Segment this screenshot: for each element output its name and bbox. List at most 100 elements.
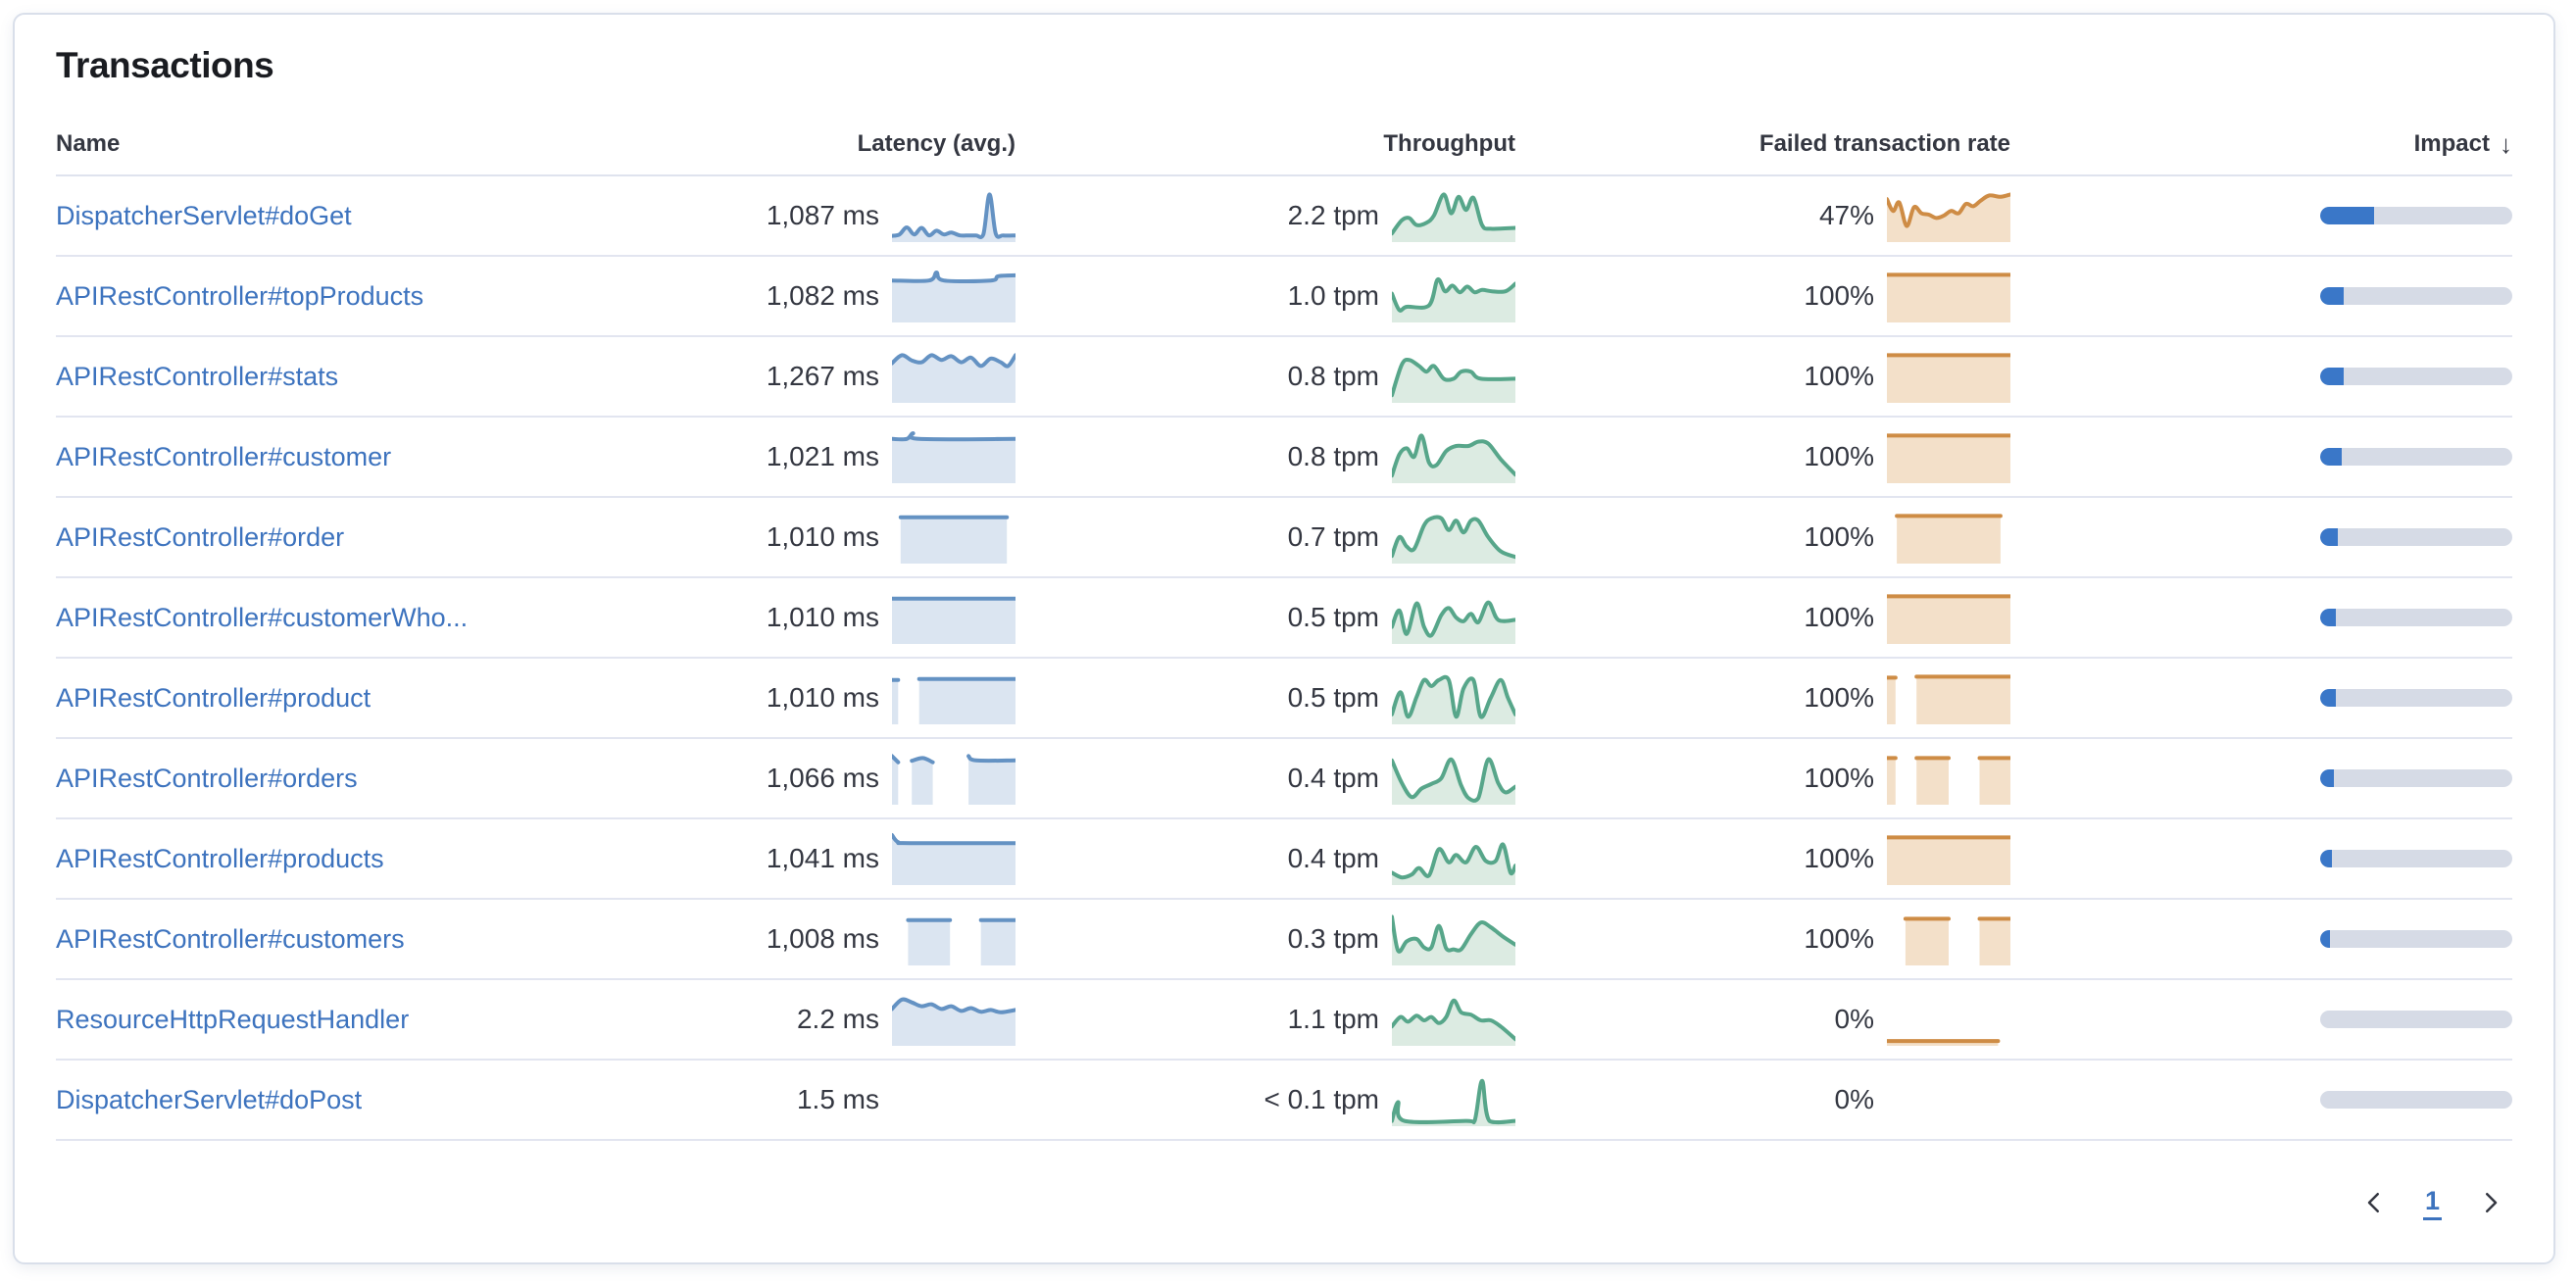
transaction-name-cell: APIRestController#customerWho... [56,603,594,633]
latency-value: 1,041 ms [766,843,879,873]
transaction-name-link[interactable]: APIRestController#customers [56,923,405,954]
transaction-name-cell: DispatcherServlet#doPost [56,1085,594,1115]
transaction-name-link[interactable]: APIRestController#topProducts [56,280,424,311]
failed-rate-value: 0% [1834,1004,1874,1034]
column-header-impact[interactable]: Impact ↓ [2413,128,2512,159]
table-row: APIRestController#orders 1,066 ms 0.4 tpm 1… [56,739,2512,819]
transaction-name-cell: APIRestController#topProducts [56,281,594,312]
failed-rate-value-cell: 100% [1515,752,2010,805]
transaction-name-link[interactable]: APIRestController#product [56,682,372,713]
latency-value-cell: 1,008 ms [594,913,1016,965]
impact-bar-fill [2320,930,2330,948]
throughput-value: 0.4 tpm [1287,763,1379,793]
latency-sparkline [892,1073,1016,1126]
failed-rate-sparkline [1895,514,2003,564]
transaction-name-link[interactable]: APIRestController#orders [56,763,358,793]
column-header-latency[interactable]: Latency (avg.) [857,130,1016,157]
transaction-name-cell: ResourceHttpRequestHandler [56,1005,594,1035]
latency-value-cell: 1,010 ms [594,671,1016,724]
failed-rate-value-cell: 100% [1515,430,2010,483]
latency-value: 1,010 ms [766,521,879,552]
column-header-name[interactable]: Name [56,130,121,157]
table-row: APIRestController#customerWho... 1,010 ms… [56,578,2512,659]
failed-rate-value-cell: 100% [1515,591,2010,644]
failed-rate-sparkline [1887,353,2010,403]
transaction-name-cell: APIRestController#products [56,844,594,874]
impact-bar [2320,769,2512,787]
throughput-value-cell: < 0.1 tpm [1016,1073,1515,1126]
throughput-value: 2.2 tpm [1287,200,1379,230]
latency-value: 1,010 ms [766,682,879,713]
next-page-button[interactable] [2475,1187,2506,1218]
latency-value-cell: 1,267 ms [594,350,1016,403]
throughput-value-cell: 0.3 tpm [1016,913,1515,965]
impact-cell [2010,1011,2512,1028]
impact-bar [2320,368,2512,385]
page-number[interactable]: 1 [2422,1186,2442,1220]
transaction-name-cell: APIRestController#customer [56,442,594,472]
latency-sparkline [906,917,1016,965]
impact-bar [2320,689,2512,707]
impact-cell [2010,528,2512,546]
failed-rate-value: 100% [1804,763,1874,793]
latency-value-cell: 1,087 ms [594,189,1016,242]
table-row: APIRestController#topProducts 1,082 ms 1.0… [56,257,2512,337]
transaction-name-link[interactable]: DispatcherServlet#doPost [56,1084,363,1114]
latency-value: 2.2 ms [796,1004,879,1034]
failed-rate-sparkline [1887,192,2010,242]
throughput-value: 0.5 tpm [1287,682,1379,713]
transaction-name-link[interactable]: APIRestController#customerWho... [56,602,469,632]
failed-rate-value: 100% [1804,682,1874,713]
failed-rate-value: 100% [1804,923,1874,954]
transaction-name-cell: APIRestController#orders [56,764,594,794]
latency-sparkline [892,754,1016,805]
throughput-value: 0.8 tpm [1287,361,1379,391]
transaction-name-link[interactable]: APIRestController#customer [56,441,392,471]
impact-bar-fill [2320,207,2374,224]
transactions-panel: Transactions Name Latency (avg.) Through… [13,13,2555,1264]
table-row: DispatcherServlet#doPost 1.5 ms < 0.1 tpm 0… [56,1061,2512,1141]
transaction-name-link[interactable]: APIRestController#products [56,843,384,873]
impact-bar [2320,528,2512,546]
latency-value-cell: 1,082 ms [594,270,1016,322]
throughput-value-cell: 0.4 tpm [1016,752,1515,805]
transaction-name-link[interactable]: APIRestController#stats [56,361,339,391]
impact-cell [2010,930,2512,948]
impact-cell [2010,207,2512,224]
impact-cell [2010,850,2512,867]
failed-rate-value-cell: 100% [1515,832,2010,885]
table-row: APIRestController#customers 1,008 ms 0.3 t… [56,900,2512,980]
column-header-failed-rate[interactable]: Failed transaction rate [1759,130,2010,157]
failed-rate-value: 100% [1804,280,1874,311]
table-row: DispatcherServlet#doGet 1,087 ms 2.2 tpm 47… [56,176,2512,257]
throughput-sparkline [1392,998,1515,1046]
throughput-value-cell: 0.7 tpm [1016,511,1515,564]
prev-page-button[interactable] [2358,1187,2390,1218]
throughput-value: < 0.1 tpm [1263,1084,1379,1114]
latency-value-cell: 1,066 ms [594,752,1016,805]
transaction-name-link[interactable]: APIRestController#order [56,521,345,552]
failed-rate-value-cell: 0% [1515,1073,2010,1126]
transaction-name-link[interactable]: DispatcherServlet#doGet [56,200,352,230]
throughput-value: 0.7 tpm [1287,521,1379,552]
failed-rate-value: 100% [1804,602,1874,632]
throughput-sparkline [1392,358,1515,403]
column-header-throughput[interactable]: Throughput [1383,130,1515,157]
throughput-value-cell: 1.1 tpm [1016,993,1515,1046]
impact-bar-fill [2320,689,2336,707]
impact-cell [2010,609,2512,626]
impact-bar [2320,609,2512,626]
latency-sparkline [892,271,1016,322]
throughput-value: 0.4 tpm [1287,843,1379,873]
latency-value: 1,021 ms [766,441,879,471]
table-row: APIRestController#order 1,010 ms 0.7 tpm 10… [56,498,2512,578]
transaction-name-link[interactable]: ResourceHttpRequestHandler [56,1004,410,1034]
latency-value: 1,082 ms [766,280,879,311]
failed-rate-value: 0% [1834,1084,1874,1114]
throughput-sparkline [1392,842,1515,885]
transaction-name-cell: APIRestController#stats [56,362,594,392]
failed-rate-sparkline [1887,1039,2001,1046]
throughput-sparkline [1392,674,1515,724]
impact-cell [2010,689,2512,707]
latency-sparkline [898,515,1010,564]
